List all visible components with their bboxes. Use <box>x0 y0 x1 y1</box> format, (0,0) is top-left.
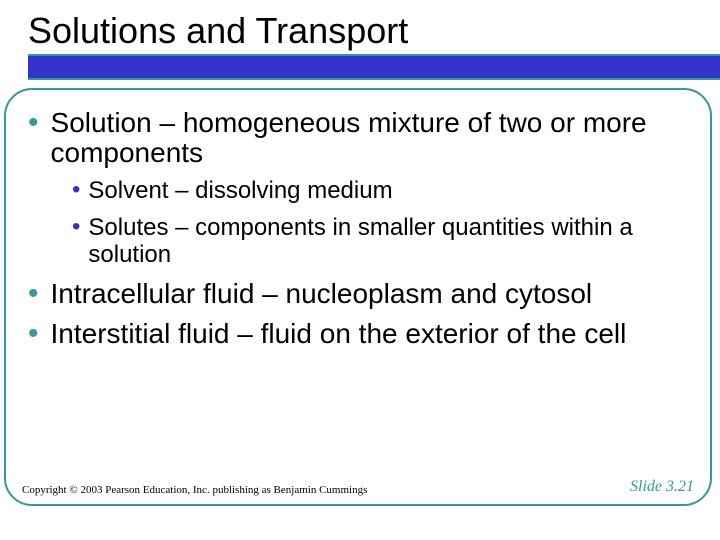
bullet-icon: • <box>72 215 80 239</box>
title-underline-bar <box>28 54 720 80</box>
list-item: • Intracellular fluid – nucleoplasm and … <box>28 279 688 309</box>
slide: Solutions and Transport • Solution – hom… <box>0 0 720 540</box>
bullet-icon: • <box>28 108 39 138</box>
list-item-text: Solvent – dissolving medium <box>88 178 392 205</box>
content-box: • Solution – homogeneous mixture of two … <box>4 88 712 506</box>
bullet-icon: • <box>28 279 39 309</box>
list-item-text: Solutes – components in smaller quantiti… <box>88 215 688 269</box>
list-item: • Solutes – components in smaller quanti… <box>72 215 688 269</box>
list-item-text: Interstitial fluid – fluid on the exteri… <box>51 319 627 349</box>
title-region: Solutions and Transport <box>28 10 692 56</box>
bullet-icon: • <box>72 178 80 202</box>
list-item-text: Solution – homogeneous mixture of two or… <box>51 108 688 168</box>
bullet-icon: • <box>28 319 39 349</box>
list-item-text: Intracellular fluid – nucleoplasm and cy… <box>51 279 593 309</box>
slide-title: Solutions and Transport <box>28 10 692 56</box>
copyright-text: Copyright © 2003 Pearson Education, Inc.… <box>22 484 367 496</box>
list-item: • Solution – homogeneous mixture of two … <box>28 108 688 168</box>
slide-number: Slide 3.21 <box>630 478 694 496</box>
list-item: • Interstitial fluid – fluid on the exte… <box>28 319 688 349</box>
footer: Copyright © 2003 Pearson Education, Inc.… <box>22 478 694 496</box>
list-item: • Solvent – dissolving medium <box>72 178 688 205</box>
